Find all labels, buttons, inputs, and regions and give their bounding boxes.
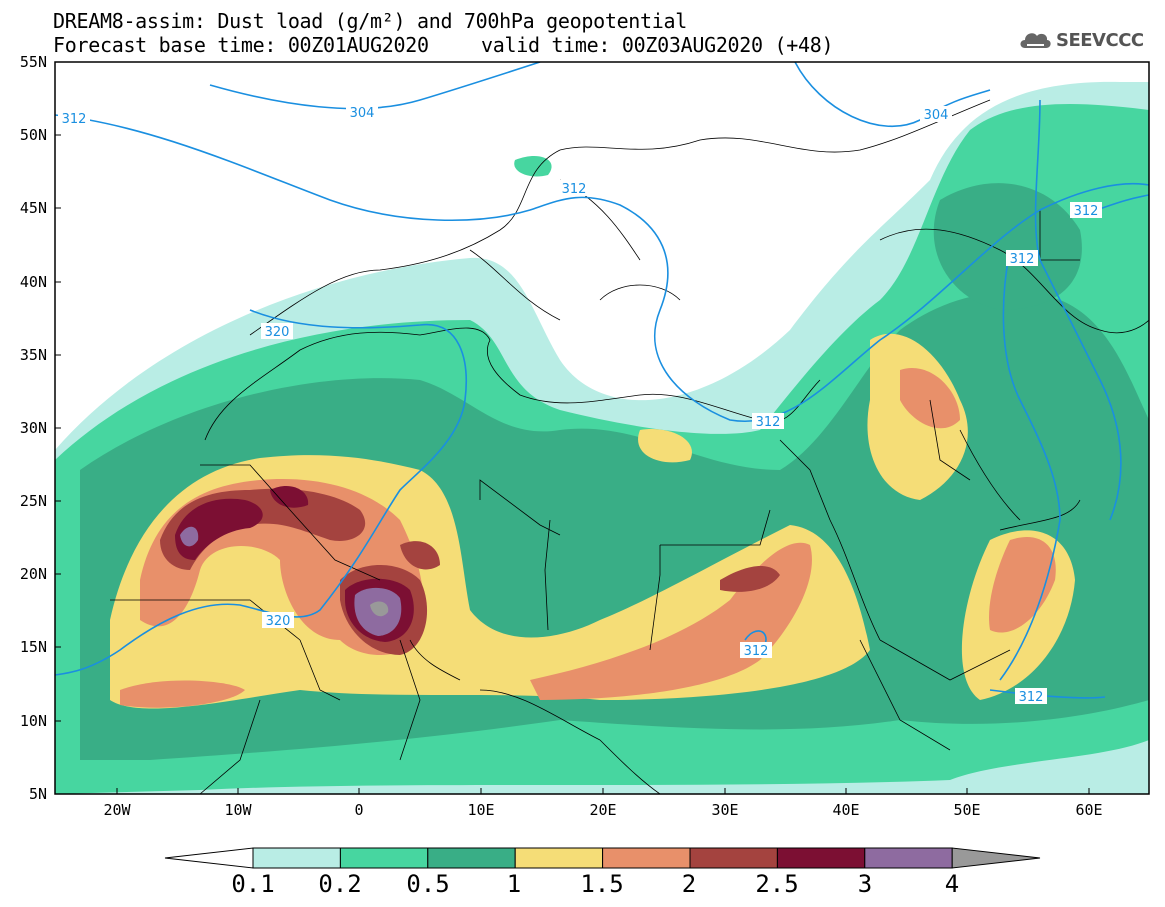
- contour-labels: 312 304 312 320 312 304 312 312 312 320 …: [58, 104, 1102, 705]
- lon-label: 10W: [224, 801, 252, 819]
- colorbar-swatch: [164, 847, 254, 869]
- lat-label: 15N: [20, 638, 47, 656]
- forecast-times: Forecast base time: 00Z01AUG2020 valid ti…: [53, 33, 834, 57]
- contour-312-yemen: [989, 689, 1106, 699]
- colorbar: [164, 847, 1041, 869]
- contour-label: 312: [1010, 252, 1035, 267]
- lat-label: 20N: [20, 565, 47, 583]
- contour-label: 312: [562, 182, 587, 197]
- contour-label: 312: [62, 112, 87, 127]
- colorbar-swatch: [602, 847, 691, 869]
- colorbar-swatch: [514, 847, 604, 869]
- lon-label: 40E: [832, 801, 859, 819]
- lat-label: 10N: [20, 712, 47, 730]
- contour-312-africa: [744, 630, 767, 646]
- colorbar-label: 0.2: [318, 870, 362, 898]
- dust-field: [55, 62, 1149, 794]
- colorbar-label: 2: [681, 870, 697, 898]
- contour-312-north: [55, 114, 1149, 423]
- contour-312-arabia: [999, 249, 1061, 681]
- lat-label: 35N: [20, 346, 47, 364]
- lon-label: 10E: [467, 801, 494, 819]
- valid-time: valid time: 00Z03AUG2020 (+48): [481, 33, 834, 57]
- contour-label: 312: [756, 415, 781, 430]
- lon-label: 0: [354, 801, 363, 819]
- lon-label: 60E: [1075, 801, 1102, 819]
- colorbar-label: 2.5: [755, 870, 799, 898]
- country-borders: [110, 99, 1149, 794]
- map-title: DREAM8-assim: Dust load (g/m²) and 700hP…: [53, 9, 688, 33]
- seevccc-logo: SEEVCCC: [1018, 28, 1144, 52]
- contour-label: 312: [1074, 204, 1099, 219]
- colorbar-label: 1: [506, 870, 522, 898]
- lon-label: 20W: [103, 801, 131, 819]
- geopotential-contours: [55, 62, 1149, 699]
- logo-text: SEEVCCC: [1056, 29, 1144, 51]
- colorbar-swatch: [776, 847, 866, 869]
- lat-label: 55N: [20, 53, 47, 71]
- colorbar-label: 4: [944, 870, 960, 898]
- contour-320-north: [55, 309, 467, 676]
- lon-label: 50E: [953, 801, 980, 819]
- colorbar-label: 1.5: [580, 870, 624, 898]
- lat-label: 40N: [20, 273, 47, 291]
- colorbar-swatch: [252, 847, 341, 869]
- lat-label: 50N: [20, 126, 47, 144]
- colorbar-swatch: [339, 847, 429, 869]
- base-time: Forecast base time: 00Z01AUG2020: [53, 33, 429, 57]
- contour-label: 320: [265, 325, 290, 340]
- contour-label: 312: [744, 644, 769, 659]
- lat-label: 30N: [20, 419, 47, 437]
- lat-label: 45N: [20, 199, 47, 217]
- contour-label: 312: [1019, 690, 1044, 705]
- colorbar-label: 3: [857, 870, 873, 898]
- longitude-axis: 20W 10W 0 10E 20E 30E 40E 50E 60E: [103, 788, 1103, 819]
- contour-label: 320: [266, 614, 291, 629]
- colorbar-swatch: [864, 847, 953, 869]
- latitude-axis: 55N 50N 45N 40N 35N 30N 25N 20N 15N 10N …: [20, 53, 61, 803]
- contour-304-north: [209, 62, 541, 110]
- lon-label: 30E: [711, 801, 738, 819]
- colorbar-swatch: [951, 847, 1041, 869]
- contour-label: 304: [924, 108, 949, 123]
- contour-312-east: [1034, 99, 1122, 521]
- contour-label: 304: [350, 106, 375, 121]
- lon-label: 20E: [589, 801, 616, 819]
- cloud-icon: [1020, 33, 1051, 48]
- lat-label: 25N: [20, 492, 47, 510]
- colorbar-swatch: [689, 847, 778, 869]
- contour-304-east: [794, 62, 991, 128]
- colorbar-swatch: [427, 847, 516, 869]
- colorbar-label: 0.1: [231, 870, 275, 898]
- colorbar-label: 0.5: [406, 870, 450, 898]
- lat-label: 5N: [29, 785, 47, 803]
